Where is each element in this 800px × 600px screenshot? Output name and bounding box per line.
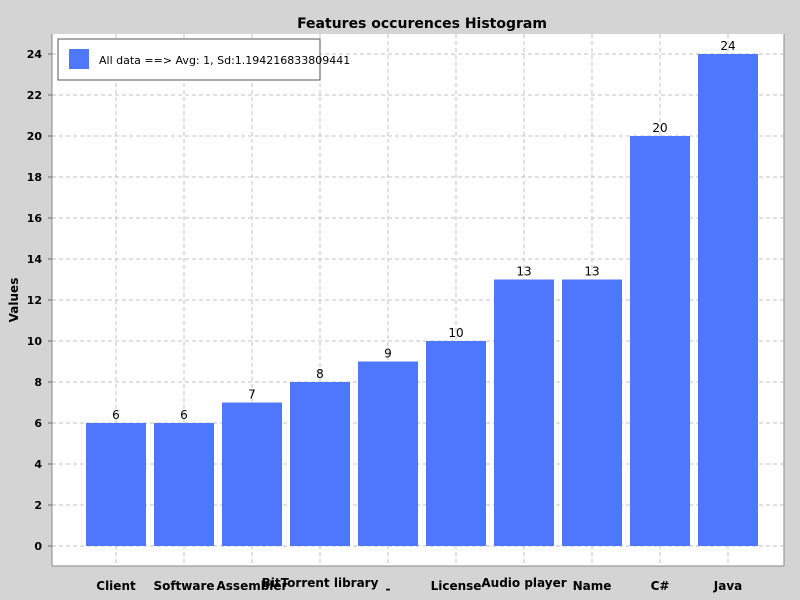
- bar-1: [86, 423, 146, 546]
- data-label: 9: [384, 347, 392, 361]
- x-tick-label: Audio player: [481, 576, 566, 590]
- data-label: 7: [248, 388, 256, 402]
- bar-3: [222, 402, 282, 546]
- y-tick-label: 16: [27, 212, 43, 225]
- bar-7: [494, 279, 554, 546]
- y-tick-label: 18: [27, 171, 42, 184]
- data-label: 13: [516, 265, 531, 279]
- y-tick-label: 20: [27, 130, 43, 143]
- bar-5: [358, 361, 418, 546]
- x-tick-label: Client: [96, 579, 136, 593]
- y-tick-label: 22: [27, 89, 42, 102]
- data-label: 20: [652, 121, 667, 135]
- bar-8: [562, 279, 622, 546]
- x-tick-label: C#: [651, 579, 670, 593]
- y-tick-label: 12: [27, 294, 42, 307]
- legend-label: All data ==> Avg: 1, Sd:1.19421683380944…: [99, 54, 350, 67]
- y-tick-label: 6: [34, 417, 42, 430]
- plot-area: 0246810121416182022246Client6Software7As…: [27, 34, 785, 596]
- data-label: 13: [584, 265, 599, 279]
- data-label: 8: [316, 367, 324, 381]
- x-tick-label: -: [386, 582, 391, 596]
- bar-6: [426, 341, 486, 546]
- data-label: 24: [720, 39, 735, 53]
- y-tick-label: 8: [34, 376, 42, 389]
- legend-swatch: [69, 49, 89, 69]
- x-tick-label: Assembler: [217, 579, 288, 593]
- legend: All data ==> Avg: 1, Sd:1.19421683380944…: [57, 38, 350, 81]
- data-label: 6: [112, 408, 120, 422]
- x-tick-label: Java: [713, 579, 742, 593]
- bar-4: [290, 382, 350, 546]
- bar-9: [630, 136, 690, 546]
- y-tick-label: 24: [27, 48, 43, 61]
- y-axis-label: Values: [7, 278, 21, 323]
- legend-box: [57, 38, 321, 81]
- y-tick-label: 4: [34, 458, 42, 471]
- y-tick-label: 10: [27, 335, 43, 348]
- y-tick-label: 2: [34, 499, 42, 512]
- bar-10: [698, 54, 758, 546]
- chart-title: Features occurences Histogram: [297, 16, 547, 32]
- y-tick-label: 14: [27, 253, 43, 266]
- x-tick-label: License: [431, 579, 482, 593]
- data-label: 10: [448, 326, 463, 340]
- x-tick-label: BitTorrent library: [262, 576, 379, 590]
- data-label: 6: [180, 408, 188, 422]
- y-tick-label: 0: [34, 540, 42, 553]
- bar-2: [154, 423, 214, 546]
- x-tick-label: Software: [153, 579, 214, 593]
- x-tick-label: Name: [573, 579, 612, 593]
